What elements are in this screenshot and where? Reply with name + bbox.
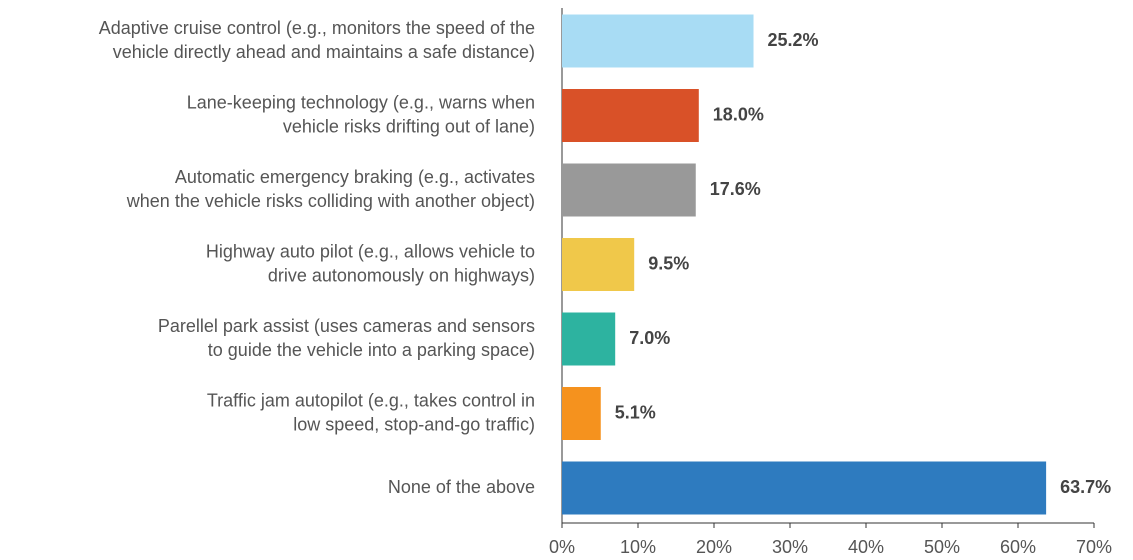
bar: [562, 312, 616, 366]
x-tick-label: 50%: [924, 537, 960, 557]
category-label: Adaptive cruise control (e.g., monitors …: [99, 18, 535, 38]
value-label: 5.1%: [615, 402, 656, 422]
category-label: Automatic emergency braking (e.g., activ…: [175, 167, 535, 187]
bar: [562, 238, 635, 291]
x-tick-label: 70%: [1076, 537, 1112, 557]
category-label: drive autonomously on highways): [268, 265, 535, 285]
value-label: 63.7%: [1060, 477, 1111, 497]
category-label: vehicle risks drifting out of lane): [283, 116, 535, 136]
category-label: to guide the vehicle into a parking spac…: [208, 340, 535, 360]
value-label: 18.0%: [713, 104, 764, 124]
x-tick-label: 60%: [1000, 537, 1036, 557]
bar: [562, 163, 696, 217]
value-label: 25.2%: [768, 30, 819, 50]
category-label: low speed, stop-and-go traffic): [293, 414, 535, 434]
category-label: when the vehicle risks colliding with an…: [126, 191, 535, 211]
value-label: 9.5%: [648, 253, 689, 273]
bar: [562, 89, 699, 142]
category-label: None of the above: [388, 477, 535, 497]
category-label: Traffic jam autopilot (e.g., takes contr…: [207, 390, 535, 410]
x-tick-label: 0%: [549, 537, 575, 557]
bar: [562, 387, 601, 440]
value-label: 17.6%: [710, 179, 761, 199]
bar: [562, 14, 754, 68]
bar: [562, 461, 1047, 515]
value-label: 7.0%: [629, 328, 670, 348]
x-tick-label: 40%: [848, 537, 884, 557]
category-label: Lane-keeping technology (e.g., warns whe…: [187, 92, 535, 112]
category-label: Parellel park assist (uses cameras and s…: [158, 316, 535, 336]
category-label: vehicle directly ahead and maintains a s…: [113, 42, 535, 62]
x-tick-label: 10%: [620, 537, 656, 557]
x-tick-label: 30%: [772, 537, 808, 557]
category-label: Highway auto pilot (e.g., allows vehicle…: [206, 241, 535, 261]
x-tick-label: 20%: [696, 537, 732, 557]
